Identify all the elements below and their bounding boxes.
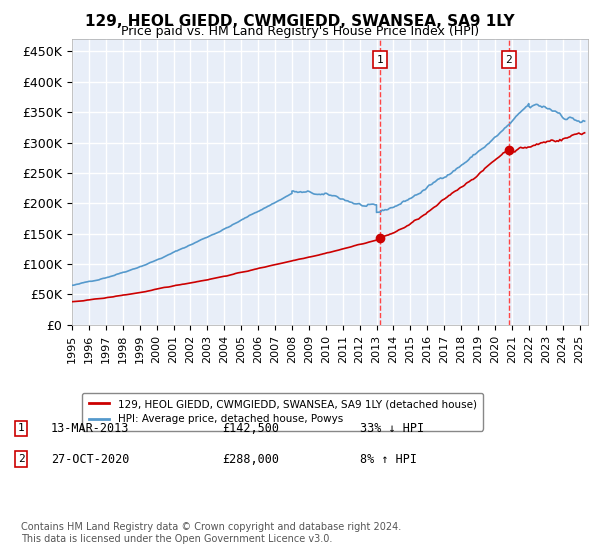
Text: 1: 1 bbox=[17, 423, 25, 433]
Text: 33% ↓ HPI: 33% ↓ HPI bbox=[360, 422, 424, 435]
Text: Contains HM Land Registry data © Crown copyright and database right 2024.
This d: Contains HM Land Registry data © Crown c… bbox=[21, 522, 401, 544]
Text: 27-OCT-2020: 27-OCT-2020 bbox=[51, 452, 130, 466]
Text: £288,000: £288,000 bbox=[222, 452, 279, 466]
Text: £142,500: £142,500 bbox=[222, 422, 279, 435]
Legend: 129, HEOL GIEDD, CWMGIEDD, SWANSEA, SA9 1LY (detached house), HPI: Average price: 129, HEOL GIEDD, CWMGIEDD, SWANSEA, SA9 … bbox=[82, 393, 483, 431]
Text: 1: 1 bbox=[377, 54, 383, 64]
Text: 2: 2 bbox=[506, 54, 512, 64]
Text: 8% ↑ HPI: 8% ↑ HPI bbox=[360, 452, 417, 466]
Text: 129, HEOL GIEDD, CWMGIEDD, SWANSEA, SA9 1LY: 129, HEOL GIEDD, CWMGIEDD, SWANSEA, SA9 … bbox=[85, 14, 515, 29]
Text: Price paid vs. HM Land Registry's House Price Index (HPI): Price paid vs. HM Land Registry's House … bbox=[121, 25, 479, 38]
Text: 13-MAR-2013: 13-MAR-2013 bbox=[51, 422, 130, 435]
Text: 2: 2 bbox=[17, 454, 25, 464]
